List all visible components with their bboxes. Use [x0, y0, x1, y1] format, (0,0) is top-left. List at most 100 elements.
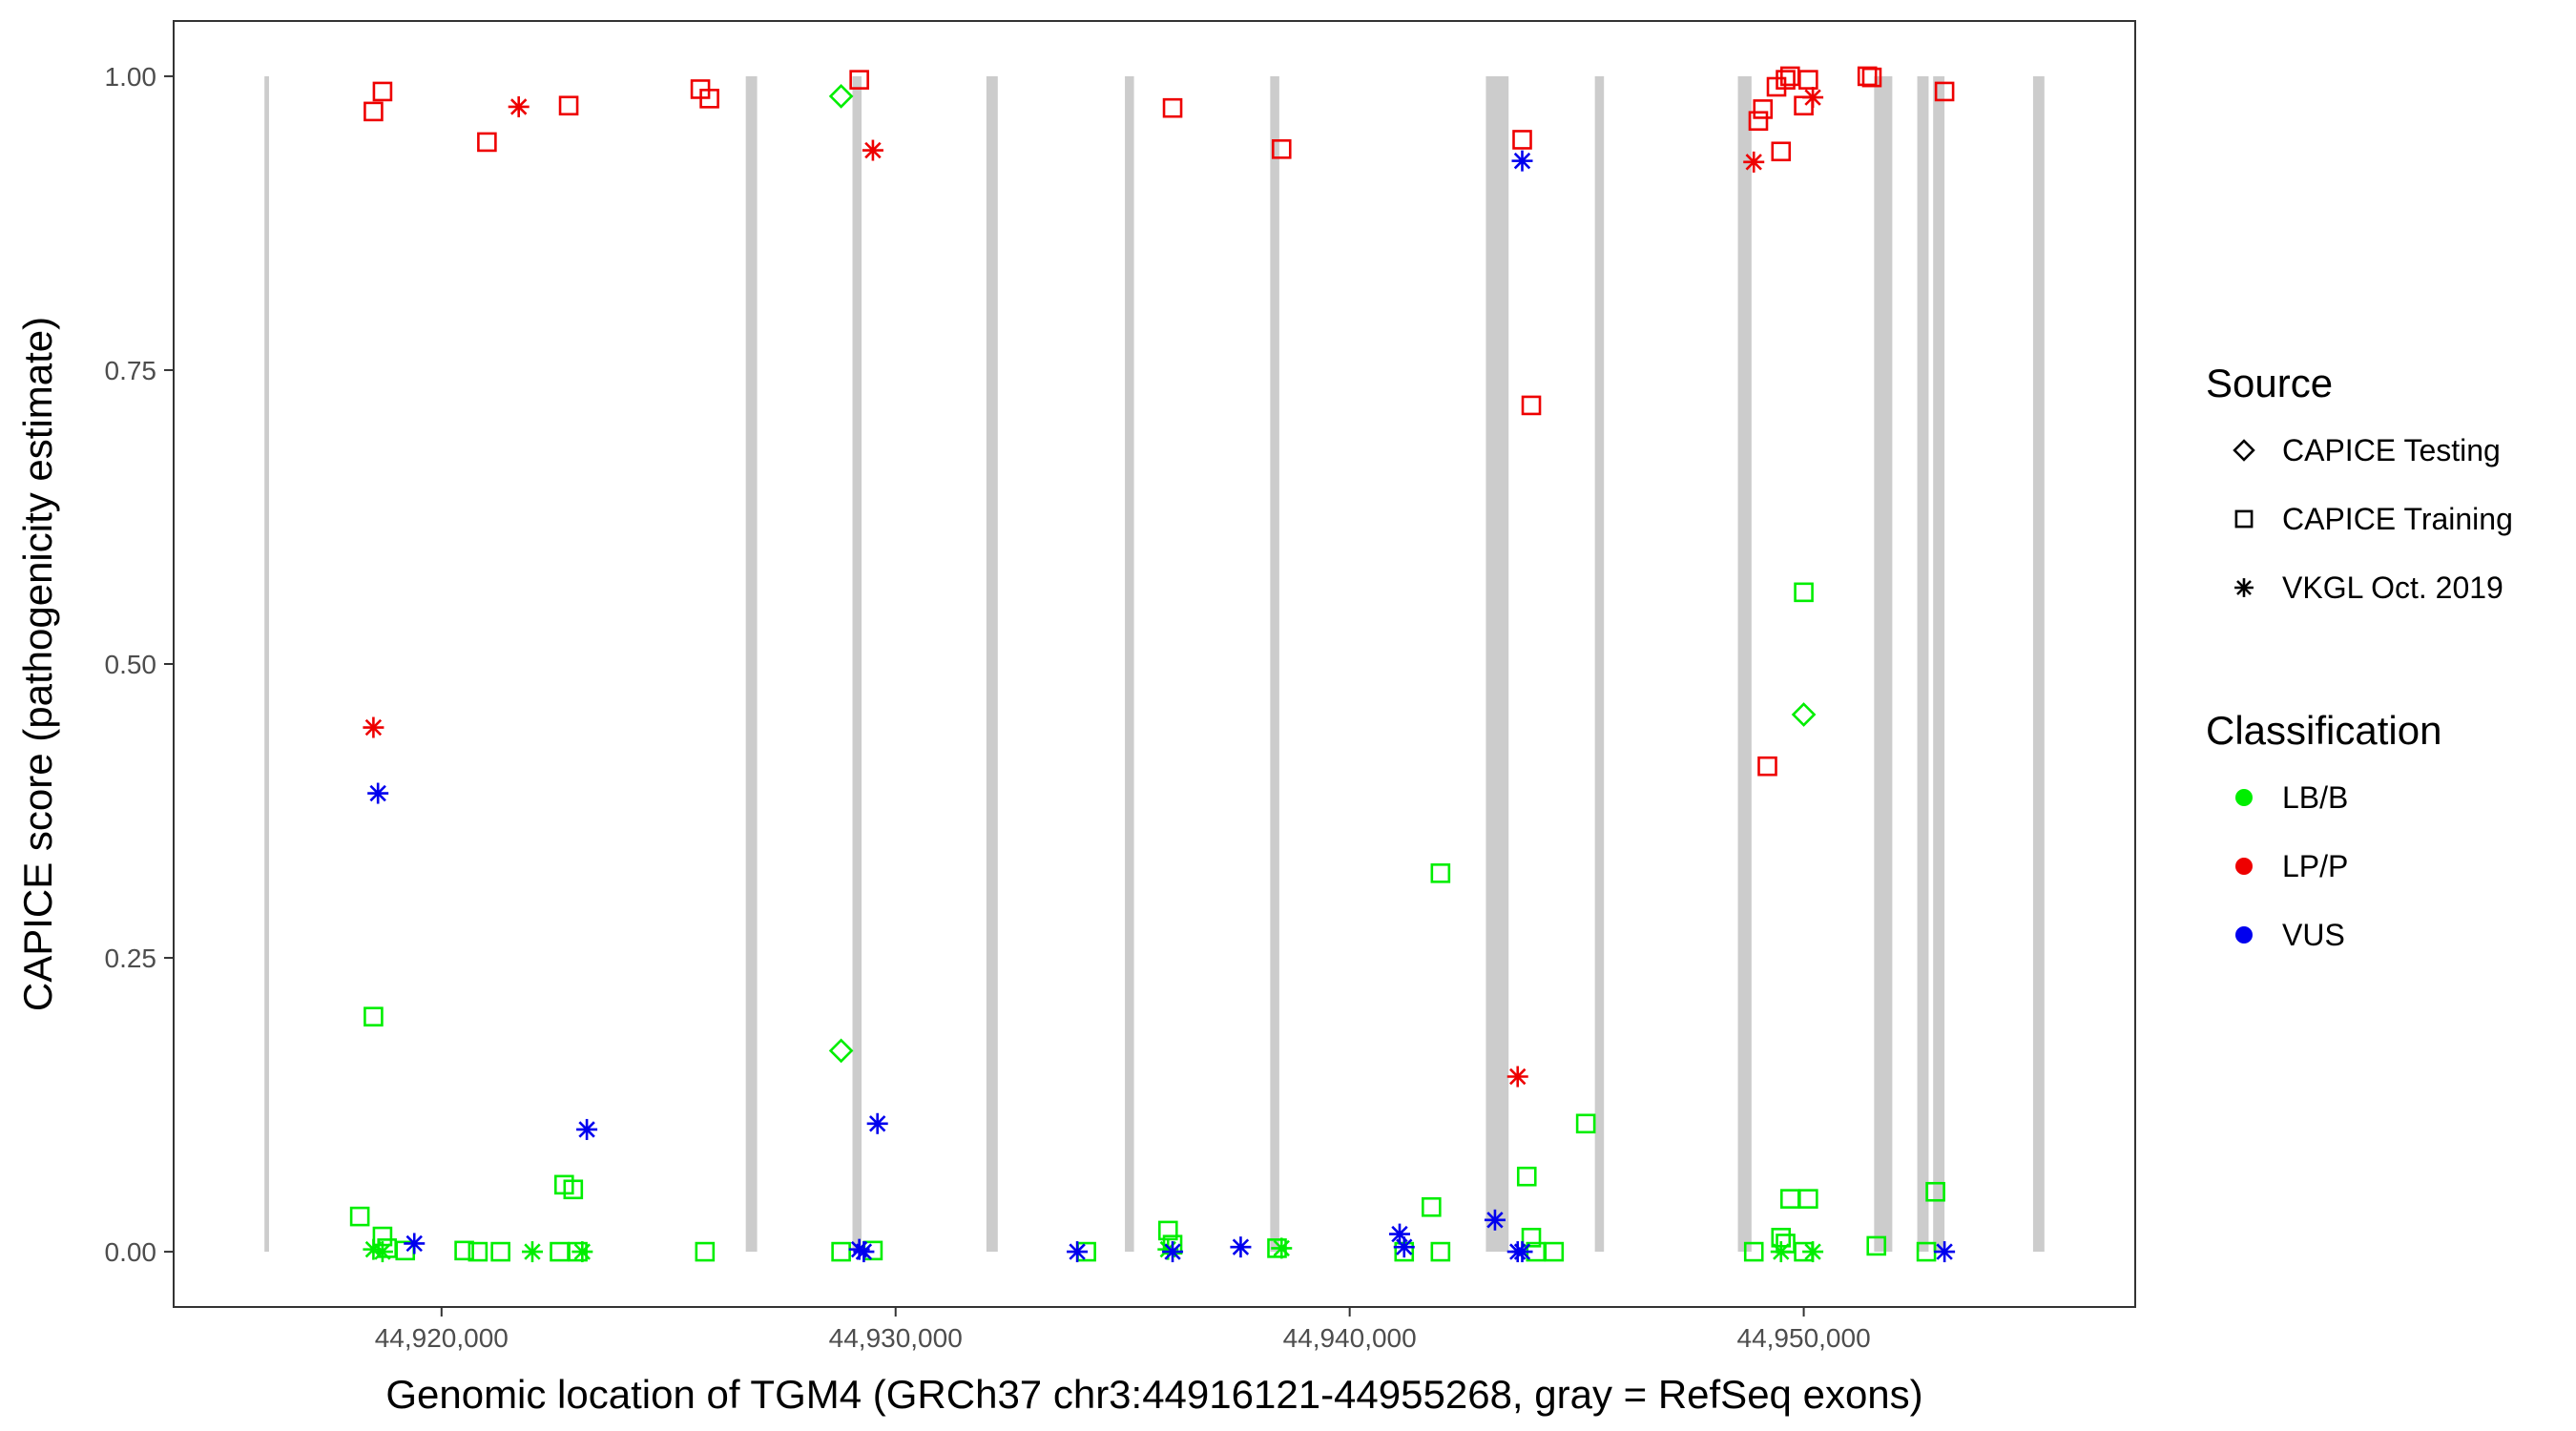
exon-band-8	[1594, 75, 1605, 1253]
legend-source-label: CAPICE Testing	[2282, 433, 2501, 467]
point-star-vus-16	[1934, 1241, 1956, 1263]
point-star-vus-1	[367, 782, 389, 804]
point-square-lbb-36	[1866, 1235, 1887, 1256]
exon-band-1	[264, 75, 269, 1253]
exon-band-6	[1270, 75, 1279, 1253]
y-tick-label-3: 0.50	[105, 650, 157, 679]
point-star-vus-3	[576, 1118, 598, 1140]
point-square-lpp-17	[1776, 70, 1796, 90]
point-square-lbb-23	[1430, 1241, 1451, 1262]
exon-bands	[264, 75, 2045, 1253]
point-star-vus-15	[1511, 1241, 1533, 1263]
exon-band-13	[2032, 75, 2045, 1253]
exon-band-7	[1485, 75, 1509, 1253]
x-axis: 44,920,000 44,930,000 44,940,000 44,950,000	[375, 1307, 1871, 1353]
legend-dot-icon	[2235, 926, 2253, 944]
legend-source-item-star: VKGL Oct. 2019	[2234, 570, 2503, 605]
legend-class-label: LP/P	[2282, 849, 2348, 883]
legend-source-item-diamond: CAPICE Testing	[2233, 433, 2501, 467]
point-star-vus-11	[1393, 1236, 1415, 1258]
y-tick-label-5: 1.00	[105, 62, 157, 92]
legend-dot-icon	[2235, 789, 2253, 806]
data-points	[349, 66, 1956, 1263]
legend-star-icon	[2234, 578, 2254, 597]
point-star-vus-2	[404, 1233, 426, 1255]
legend-class-label: LB/B	[2282, 780, 2348, 815]
point-square-lpp-2	[372, 81, 393, 102]
point-star-lbb-3	[521, 1241, 543, 1263]
point-square-lpp-9	[1271, 139, 1292, 159]
point-square-lbb-37	[1925, 1181, 1945, 1202]
point-square-lpp-10	[1512, 130, 1532, 150]
point-square-lbb-34	[1798, 1189, 1818, 1209]
point-square-lbb-27	[1544, 1241, 1565, 1262]
point-star-vus-7	[1067, 1241, 1089, 1263]
x-tick-label-1: 44,920,000	[375, 1323, 509, 1353]
legend-diamond-icon	[2233, 439, 2255, 462]
exon-band-2	[745, 75, 758, 1253]
legend-class-label: VUS	[2282, 918, 2345, 952]
point-star-vus-5	[866, 1112, 888, 1134]
x-tick-label-2: 44,930,000	[829, 1323, 963, 1353]
point-square-lpp-4	[558, 95, 579, 116]
y-tick-label-2: 0.25	[105, 944, 157, 973]
point-square-lpp-16	[1771, 141, 1792, 162]
point-square-lbb-22	[1430, 863, 1451, 883]
y-axis-label: CAPICE score (pathogenicity estimate)	[15, 317, 60, 1011]
point-star-lbb-6	[1271, 1237, 1293, 1259]
legend-source-items: CAPICE Testing CAPICE Training VKGL Oct. 2…	[2233, 433, 2513, 605]
point-star-vus-13	[1511, 150, 1533, 172]
point-star-vus-8	[1162, 1241, 1184, 1263]
point-square-lpp-6	[699, 89, 719, 109]
y-tick-label-4: 0.75	[105, 356, 157, 385]
point-star-lpp-3	[862, 139, 883, 161]
point-square-lbb-33	[1794, 582, 1814, 603]
legend-class-item-vus: VUS	[2235, 918, 2345, 952]
point-star-vus-12	[1484, 1209, 1506, 1231]
point-star-lbb-8	[1802, 1241, 1824, 1263]
point-star-lpp-2	[508, 95, 530, 117]
x-tick-label-4: 44,950,000	[1737, 1323, 1871, 1353]
point-square-lbb-8	[490, 1241, 510, 1262]
point-square-lbb-14	[831, 1241, 851, 1262]
point-diamond-lbb-1	[828, 84, 854, 109]
point-star-lpp-4	[1506, 1066, 1528, 1088]
point-square-lpp-13	[1753, 99, 1774, 119]
point-square-lpp-3	[477, 132, 497, 153]
point-square-lpp-20	[1798, 70, 1818, 90]
y-tick-label-1: 0.00	[105, 1237, 157, 1267]
point-diamond-lbb-2	[828, 1038, 854, 1064]
legend-class-item-lbb: LB/B	[2235, 780, 2348, 815]
point-star-lbb-2	[371, 1241, 393, 1263]
exon-band-9	[1737, 75, 1752, 1253]
point-square-lbb-1	[364, 1006, 384, 1027]
exon-band-12	[1933, 75, 1945, 1253]
point-star-lbb-7	[1770, 1241, 1792, 1263]
point-star-vus-6	[853, 1241, 875, 1263]
point-square-lpp-12	[1748, 111, 1769, 132]
exon-band-11	[1917, 75, 1929, 1253]
point-square-lbb-29	[1743, 1241, 1764, 1262]
point-star-vus-9	[1230, 1236, 1252, 1258]
point-diamond-lbb-3	[1791, 702, 1817, 727]
point-square-lbb-25	[1521, 1228, 1542, 1248]
point-square-lbb-21	[1422, 1196, 1442, 1217]
point-square-lpp-7	[849, 70, 869, 90]
legend-classification-items: LB/B LP/P VUS	[2235, 780, 2348, 952]
point-square-lpp-11	[1521, 395, 1542, 416]
y-axis: 0.00 0.25 0.50 0.75 1.00	[105, 62, 174, 1267]
point-square-lbb-24	[1516, 1166, 1537, 1187]
point-star-lpp-1	[363, 716, 384, 738]
point-square-lpp-8	[1162, 97, 1183, 118]
legend: Source CAPICE Testing CAPICE Training VKGL…	[2206, 361, 2513, 952]
legend-classification-title: Classification	[2206, 708, 2441, 753]
legend-class-item-lpp: LP/P	[2235, 849, 2348, 883]
x-tick-label-3: 44,940,000	[1283, 1323, 1417, 1353]
point-square-lpp-22	[1861, 67, 1882, 88]
legend-dot-icon	[2235, 858, 2253, 875]
point-square-lbb-2	[349, 1206, 370, 1227]
exon-band-3	[852, 75, 862, 1253]
point-square-lbb-6	[454, 1240, 474, 1261]
